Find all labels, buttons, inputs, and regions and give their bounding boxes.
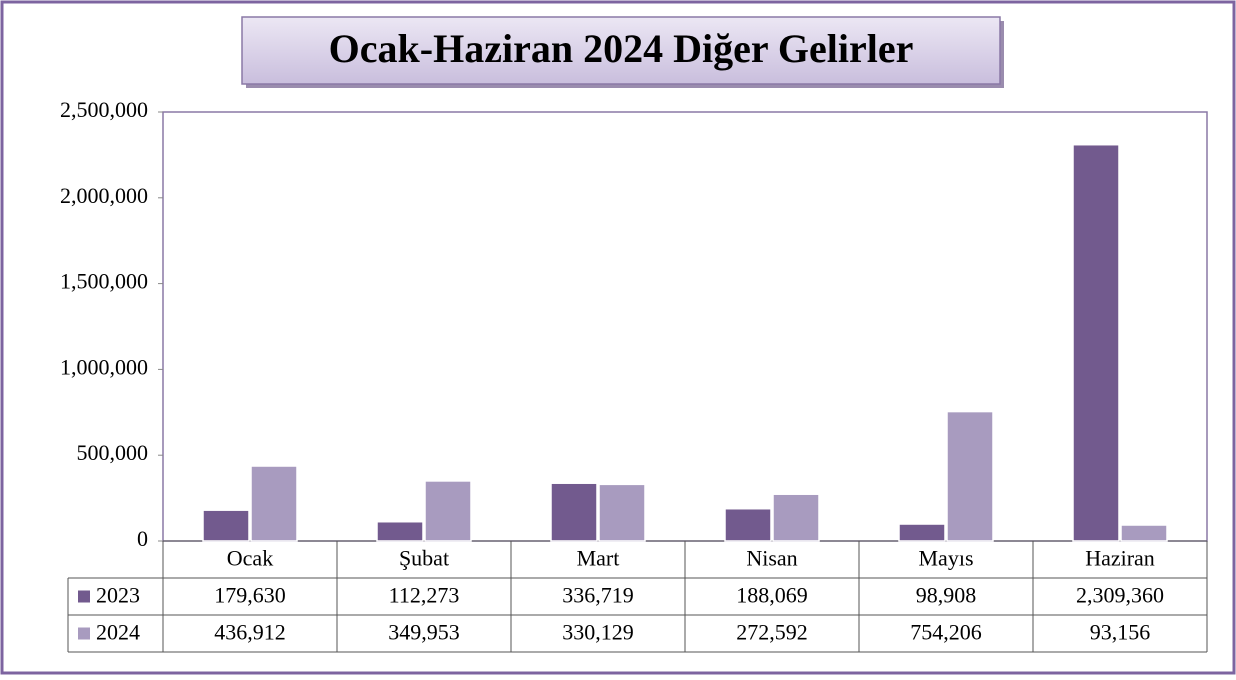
bar — [550, 482, 598, 542]
data-label: 93,156 — [1090, 620, 1151, 645]
y-tick-label: 1,500,000 — [60, 269, 148, 294]
bar — [772, 493, 820, 542]
data-label: 336,719 — [562, 583, 634, 608]
data-label: 436,912 — [214, 620, 286, 645]
bar — [202, 509, 250, 542]
bar — [898, 523, 946, 542]
x-tick-label: Ocak — [227, 546, 273, 571]
bar — [724, 507, 772, 542]
bar — [250, 465, 298, 542]
data-label: 179,630 — [214, 583, 286, 608]
legend-swatch — [78, 627, 90, 640]
y-tick-label: 500,000 — [77, 440, 149, 465]
y-tick-label: 1,000,000 — [60, 354, 148, 379]
data-label: 349,953 — [388, 620, 460, 645]
bar — [424, 480, 472, 542]
data-label: 272,592 — [736, 620, 808, 645]
chart-title: Ocak-Haziran 2024 Diğer Gelirler — [329, 26, 914, 71]
legend-swatch — [78, 590, 90, 603]
bar — [1120, 524, 1168, 542]
x-tick-label: Mart — [577, 546, 620, 571]
title-box — [241, 16, 1001, 85]
x-tick-label: Haziran — [1085, 546, 1155, 571]
plot-area — [162, 111, 1208, 542]
x-tick-label: Şubat — [399, 546, 449, 571]
data-label: 754,206 — [910, 620, 982, 645]
x-tick-label: Mayıs — [919, 546, 974, 571]
data-label: 330,129 — [562, 620, 634, 645]
legend-label: 2024 — [96, 620, 140, 645]
data-label: 112,273 — [389, 583, 460, 608]
bar — [946, 410, 994, 542]
y-tick-label: 0 — [137, 526, 148, 551]
bar — [376, 520, 424, 542]
data-label: 188,069 — [736, 583, 808, 608]
bar — [598, 483, 646, 542]
legend-label: 2023 — [96, 583, 140, 608]
x-tick-label: Nisan — [746, 546, 797, 571]
bar — [1072, 143, 1120, 542]
y-tick-label: 2,000,000 — [60, 183, 148, 208]
y-tick-label: 2,500,000 — [60, 97, 148, 122]
data-label: 2,309,360 — [1076, 583, 1164, 608]
data-label: 98,908 — [916, 583, 977, 608]
